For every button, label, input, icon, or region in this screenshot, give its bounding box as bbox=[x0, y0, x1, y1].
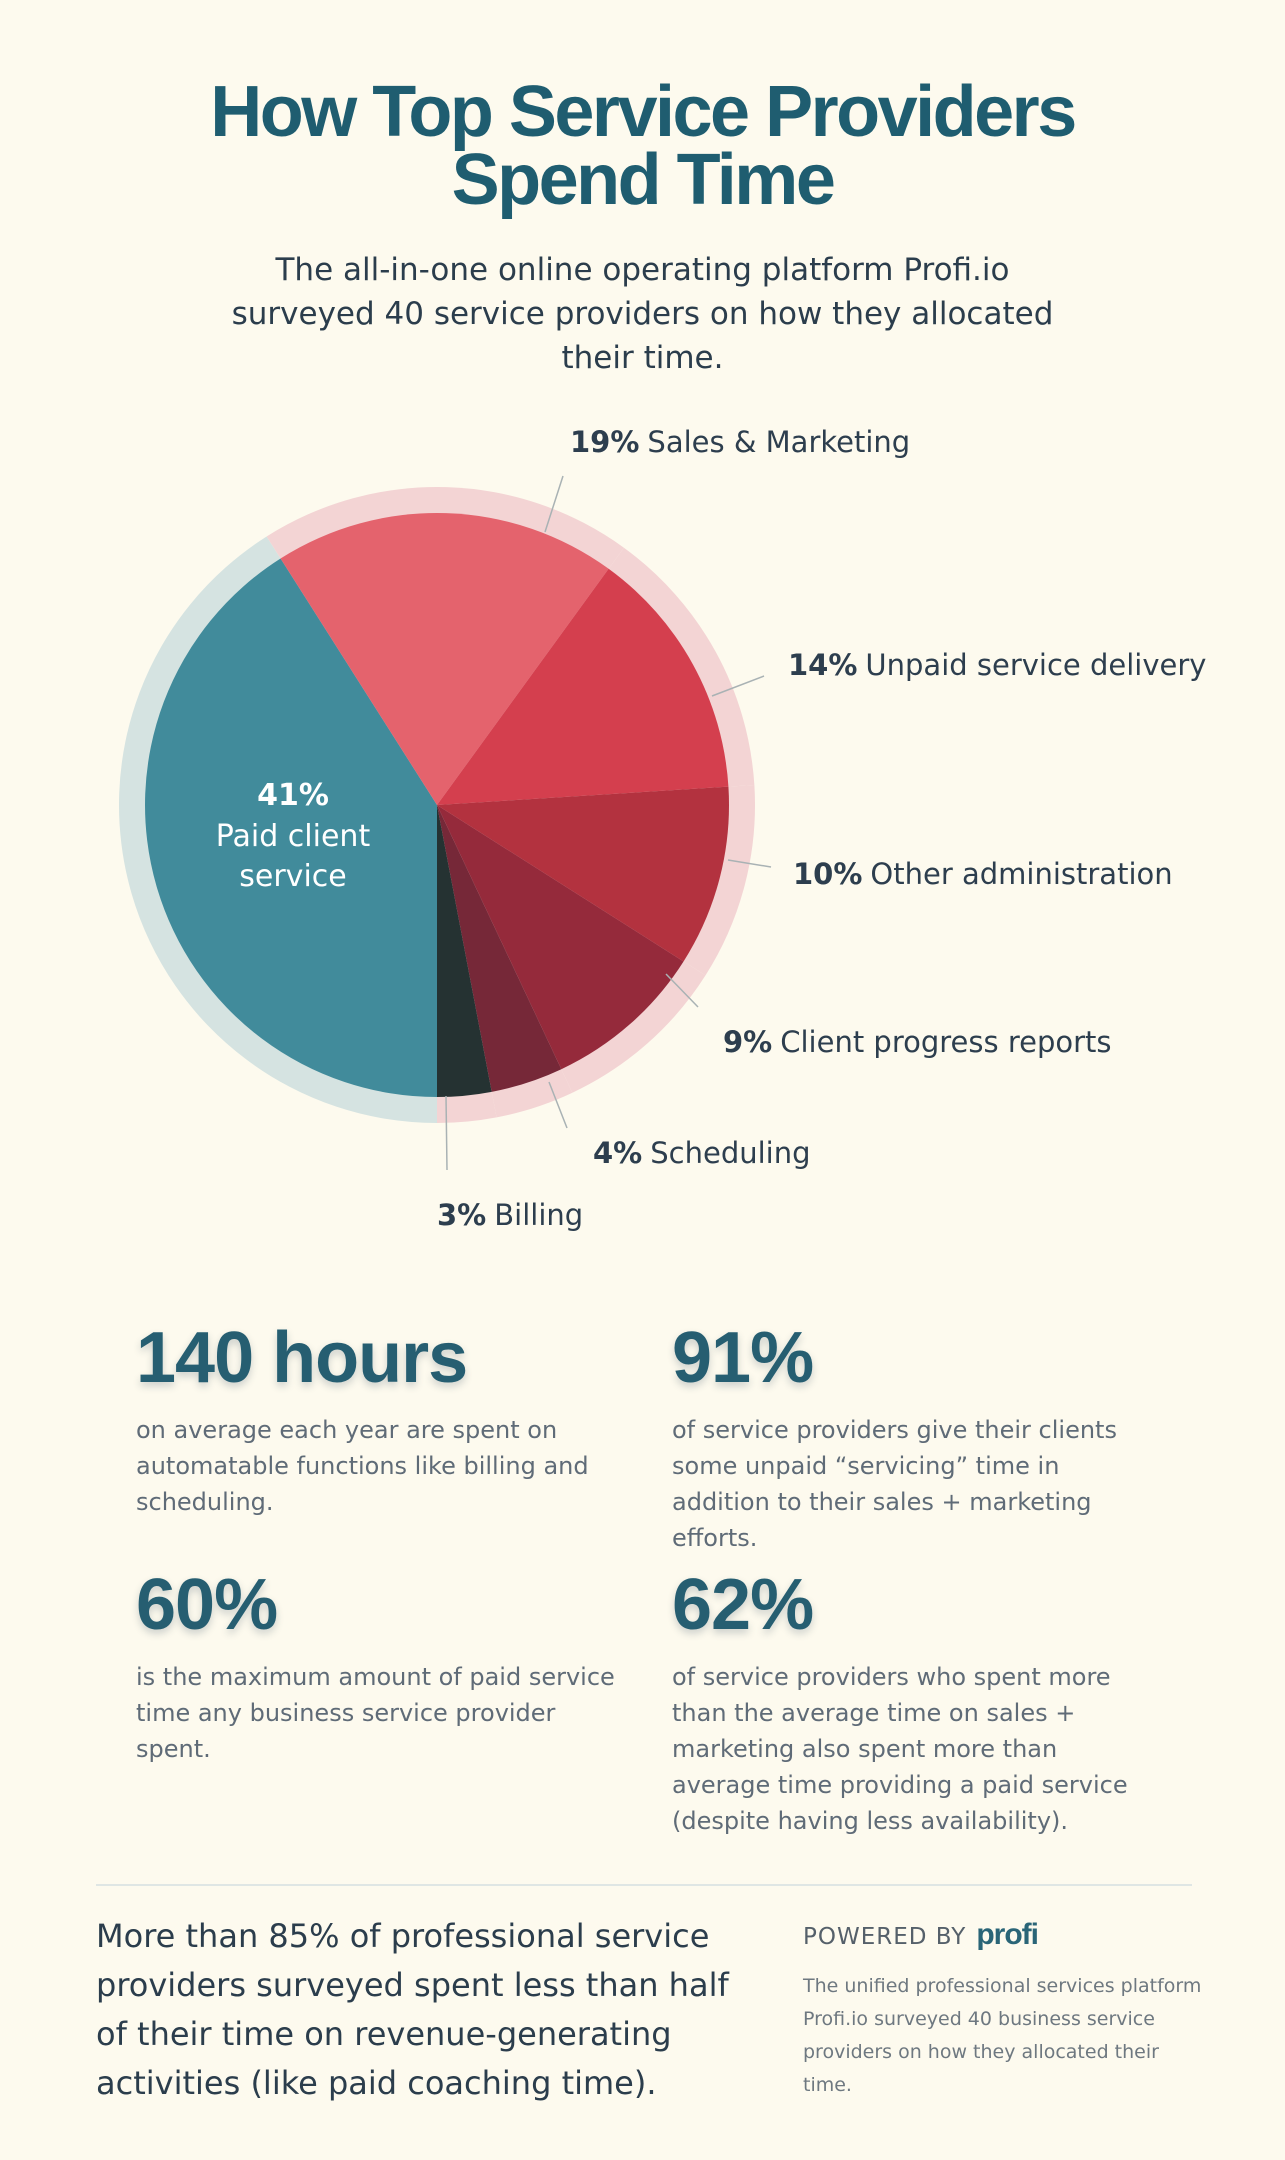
leader-line bbox=[711, 675, 765, 697]
pie-label-value: 19% bbox=[570, 425, 639, 459]
stat-max-paid-time: 60% is the maximum amount of paid servic… bbox=[136, 1565, 616, 1767]
stat-description: of service providers give their clients … bbox=[672, 1416, 1117, 1552]
pie-label-value: 10% bbox=[793, 857, 862, 891]
footer-summary: More than 85% of professional service pr… bbox=[96, 1917, 729, 2102]
pie-slice-client-progress-reports bbox=[437, 805, 684, 1070]
pie-label-name: Client progress reports bbox=[780, 1025, 1111, 1059]
stat-unpaid-servicing: 91% of service providers give their clie… bbox=[672, 1318, 1152, 1556]
inside-label-line-1: Paid client bbox=[216, 819, 371, 854]
pie-label-name: Sales & Marketing bbox=[647, 425, 910, 459]
pie-leader-lines bbox=[445, 475, 772, 1171]
stat-value: 62% bbox=[672, 1565, 814, 1645]
powered-by: POWERED BY profi bbox=[803, 1918, 1039, 1952]
page-subtitle: The all-in-one online operating platform… bbox=[231, 252, 1054, 376]
pie-label-name: Billing bbox=[494, 1198, 583, 1232]
leader-line bbox=[544, 475, 564, 533]
pie-slice-other-administration bbox=[437, 786, 729, 962]
pie-slices bbox=[145, 513, 729, 1097]
pie-label: 19% Sales & Marketing bbox=[570, 425, 910, 459]
pie-label: 3% Billing bbox=[437, 1198, 583, 1232]
pie-slice-paid-client-service bbox=[145, 558, 437, 1097]
inside-label-line-2: service bbox=[239, 859, 346, 894]
pie-label-value: 14% bbox=[788, 648, 857, 682]
pie-slice-sales-marketing bbox=[280, 513, 609, 805]
pie-label-name: Unpaid service delivery bbox=[865, 648, 1206, 682]
leader-line bbox=[548, 1081, 568, 1129]
stat-description: on average each year are spent on automa… bbox=[136, 1416, 589, 1516]
stat-sales-marketing-overlap: 62% of service providers who spent more … bbox=[672, 1565, 1152, 1839]
stat-value: 91% bbox=[672, 1318, 814, 1398]
stat-value: 60% bbox=[136, 1565, 278, 1645]
pie-label: 4% Scheduling bbox=[593, 1136, 811, 1170]
stat-description: is the maximum amount of paid service ti… bbox=[136, 1663, 615, 1763]
pie-label-name: Scheduling bbox=[650, 1136, 810, 1170]
pie-label-value: 3% bbox=[437, 1198, 486, 1232]
pie-slice-unpaid-service-delivery bbox=[437, 568, 729, 805]
profi-logo: profi bbox=[976, 1918, 1039, 1951]
footer-note: The unified professional services platfo… bbox=[803, 1975, 1202, 2096]
pie-slice-billing bbox=[437, 805, 492, 1097]
stat-value: 140 hours bbox=[136, 1318, 468, 1398]
stat-hours: 140 hours on average each year are spent… bbox=[136, 1318, 616, 1520]
pie-label-name: Other administration bbox=[870, 857, 1172, 891]
powered-by-label: POWERED BY bbox=[803, 1924, 967, 1950]
stat-description: of service providers who spent more than… bbox=[672, 1663, 1128, 1835]
pie-label: 14% Unpaid service delivery bbox=[788, 648, 1206, 682]
title-line-2: Spend Time bbox=[451, 140, 836, 220]
leader-line bbox=[445, 1095, 448, 1171]
pie-slice-scheduling bbox=[437, 805, 562, 1092]
pie-label-value: 9% bbox=[723, 1025, 772, 1059]
page-title: How Top Service Providers Spend Time bbox=[0, 72, 1285, 220]
leader-line bbox=[727, 859, 772, 868]
pie-label-value: 4% bbox=[593, 1136, 642, 1170]
pie-labels: 41% Paid client service 19% Sales & Marketin… bbox=[216, 425, 1207, 1232]
inside-label-value: 41% bbox=[257, 778, 329, 813]
title-line-1: How Top Service Providers bbox=[210, 72, 1077, 152]
footer-divider bbox=[96, 1884, 1192, 1886]
pie-label: 10% Other administration bbox=[793, 857, 1173, 891]
leader-line bbox=[665, 973, 699, 1008]
pie-label: 9% Client progress reports bbox=[723, 1025, 1112, 1059]
pie-chart: 41% Paid client service 19% Sales & Marketin… bbox=[118, 425, 1207, 1232]
